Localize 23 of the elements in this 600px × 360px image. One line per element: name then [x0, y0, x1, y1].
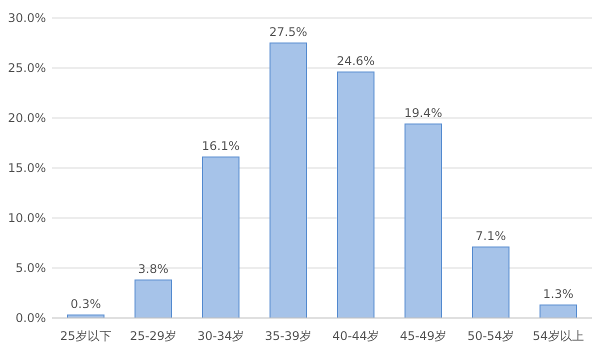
- data-label: 27.5%: [269, 25, 308, 39]
- xtick-label: 40-44岁: [332, 329, 380, 343]
- xtick-label: 50-54岁: [467, 329, 514, 343]
- data-label: 16.1%: [202, 139, 240, 153]
- ytick-label: 0.0%: [16, 311, 46, 325]
- xtick-label: 35-39岁: [264, 329, 312, 343]
- data-label: 3.8%: [138, 262, 168, 276]
- xtick-label: 30-34岁: [197, 329, 244, 343]
- ytick-label: 30.0%: [8, 11, 46, 25]
- xtick-label: 54岁以上: [532, 329, 584, 343]
- data-label: 0.3%: [70, 297, 101, 311]
- data-label: 1.3%: [543, 287, 574, 301]
- data-label: 7.1%: [476, 229, 506, 243]
- ytick-label: 15.0%: [8, 161, 46, 175]
- xtick-label: 25岁以下: [60, 329, 112, 343]
- ytick-label: 20.0%: [8, 111, 46, 125]
- data-label: 19.4%: [404, 106, 442, 120]
- data-label: 24.6%: [336, 54, 375, 68]
- xtick-label: 45-49岁: [400, 329, 447, 343]
- ytick-label: 25.0%: [8, 61, 46, 75]
- ytick-label: 5.0%: [16, 261, 46, 275]
- ytick-label: 10.0%: [8, 211, 46, 225]
- xtick-label: 25-29岁: [130, 329, 177, 343]
